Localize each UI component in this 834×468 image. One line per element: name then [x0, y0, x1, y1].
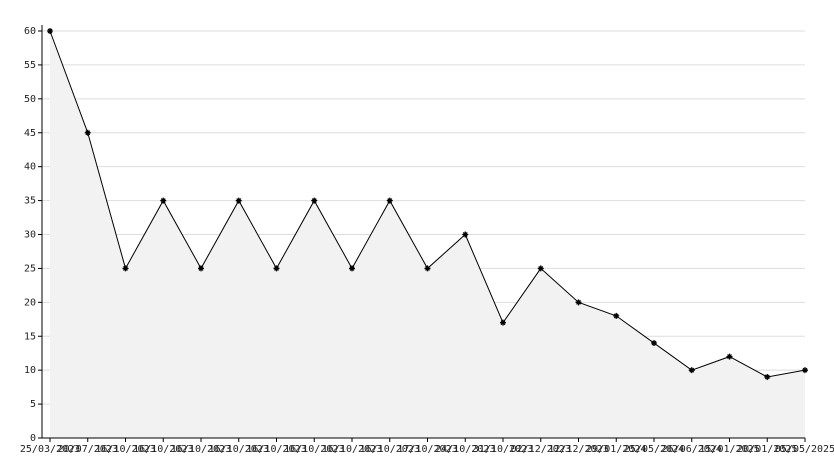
marker: [235, 197, 242, 204]
marker: [198, 265, 204, 272]
marker: [651, 340, 657, 347]
marker: [537, 265, 544, 272]
marker: [349, 265, 355, 272]
marker: [726, 353, 733, 360]
marker: [613, 312, 620, 319]
x-tick-label: 02/12/2023: [511, 444, 571, 455]
x-tick-label: 05/05/2025: [775, 444, 834, 455]
y-tick-label: 20: [24, 297, 36, 308]
x-tick-label: 25/05/2024: [624, 444, 684, 455]
marker: [273, 265, 280, 272]
marker: [122, 265, 129, 272]
y-tick-label: 40: [24, 162, 36, 173]
marker: [802, 367, 808, 374]
marker: [500, 319, 506, 326]
y-tick-label: 50: [24, 94, 36, 105]
y-tick-label: 35: [24, 196, 36, 207]
x-tick-label: 31/10/2023: [473, 444, 533, 455]
y-tick-label: 15: [24, 331, 36, 342]
x-tick-label: 16/10/2023: [133, 444, 193, 455]
y-tick-label: 0: [30, 433, 36, 444]
x-tick-label: 24/10/2023: [435, 444, 495, 455]
marker: [424, 265, 431, 272]
y-tick-label: 5: [30, 399, 36, 410]
marker: [764, 373, 771, 380]
marker: [575, 299, 582, 306]
x-tick-label: 16/10/2023: [360, 444, 420, 455]
x-tick-label: 20/07/2023: [58, 444, 118, 455]
x-tick-label: 15/01/2025: [699, 444, 759, 455]
x-tick-label: 20/01/2025: [737, 444, 797, 455]
y-tick-label: 30: [24, 230, 36, 241]
x-tick-label: 29/01/2024: [586, 444, 646, 455]
x-tick-label: 16/10/2023: [95, 444, 155, 455]
marker: [688, 367, 695, 374]
x-tick-label: 16/10/2023: [171, 444, 231, 455]
marker: [84, 129, 91, 136]
marker: [160, 197, 167, 204]
x-tick-label: 16/10/2023: [209, 444, 269, 455]
x-tick-label: 25/03/2023: [20, 444, 80, 455]
y-tick-label: 25: [24, 263, 36, 274]
marker: [311, 197, 318, 204]
x-tick-label: 16/10/2023: [246, 444, 306, 455]
x-tick-label: 16/10/2023: [284, 444, 344, 455]
marker: [386, 197, 393, 204]
marker: [462, 231, 469, 238]
x-tick-label: 26/06/2024: [662, 444, 722, 455]
y-tick-label: 60: [24, 26, 36, 37]
y-tick-label: 45: [24, 128, 36, 139]
x-tick-label: 16/10/2023: [322, 444, 382, 455]
area: [50, 31, 805, 438]
marker: [47, 28, 53, 34]
x-tick-label: 17/10/2023: [397, 444, 457, 455]
x-tick-label: 12/12/2023: [548, 444, 608, 455]
y-tick-label: 10: [24, 365, 36, 376]
y-tick-label: 55: [24, 60, 36, 71]
